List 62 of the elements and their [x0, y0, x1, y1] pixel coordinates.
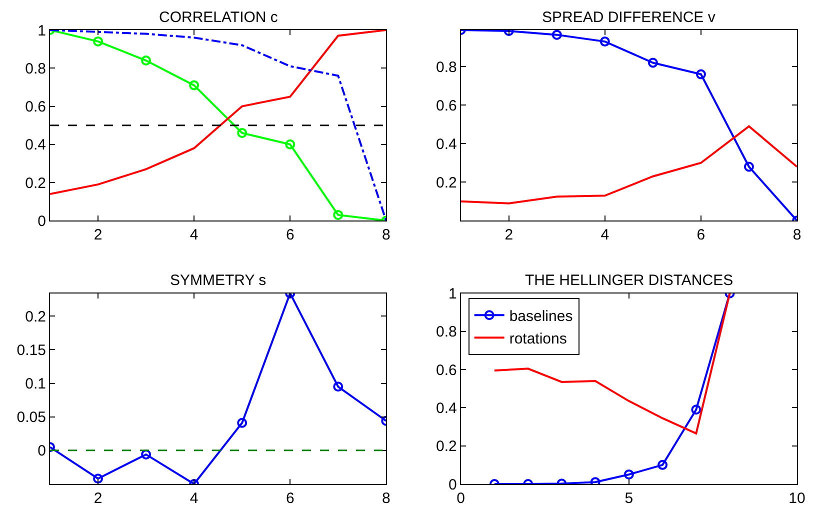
y-tick-label: 0.4: [436, 136, 457, 153]
y-tick-label: 0.1: [25, 376, 46, 393]
point: [333, 210, 344, 220]
x-tick-label: 4: [190, 490, 198, 507]
y-tick-label: 0.2: [25, 174, 46, 192]
y-tick-label: 0.8: [436, 324, 457, 341]
point: [552, 30, 562, 40]
point: [624, 469, 634, 480]
x-tick-label: 6: [286, 490, 294, 507]
point: [696, 69, 706, 80]
y-tick-label: 0.2: [436, 438, 457, 456]
point: [600, 36, 610, 47]
point: [744, 162, 754, 172]
point: [93, 36, 104, 46]
x-tick-label: 2: [504, 226, 514, 244]
x-tick-label: 6: [286, 226, 294, 244]
y-tick-label: 0: [448, 476, 457, 494]
point: [93, 474, 104, 484]
line-series: [460, 30, 797, 221]
chart-title: THE HELLINGER DISTANCES: [525, 272, 734, 289]
x-tick-label: 4: [190, 226, 198, 244]
y-tick-label: 0.6: [436, 362, 457, 379]
point: [237, 128, 248, 138]
y-tick-label: 0.6: [25, 98, 46, 116]
x-tick-label: 2: [94, 490, 102, 507]
y-tick-label: 0.6: [436, 97, 457, 114]
x-tick-label: 6: [696, 226, 706, 244]
y-tick-label: 0.2: [436, 174, 457, 192]
y-tick-label: 0: [38, 212, 46, 230]
x-tick-label: 5: [624, 490, 634, 507]
point: [189, 80, 200, 90]
legend-label: rotations: [509, 330, 567, 348]
y-tick-label: 1: [38, 22, 46, 40]
chart-title: CORRELATION c: [159, 9, 278, 26]
x-tick-label: 4: [600, 226, 610, 244]
point: [237, 418, 248, 428]
y-tick-label: 0.05: [16, 409, 46, 426]
x-tick-label: 2: [94, 226, 102, 244]
x-tick-label: 8: [792, 226, 802, 244]
y-tick-label: 0.4: [25, 136, 46, 154]
chart-title: SYMMETRY s: [170, 272, 266, 289]
y-tick-label: 0.8: [436, 58, 457, 76]
y-tick-label: 0.15: [16, 342, 46, 359]
y-tick-label: 0.2: [25, 308, 46, 326]
point: [141, 449, 152, 460]
point: [691, 404, 702, 415]
legend-label: baselines: [509, 308, 573, 325]
chart-title: SPREAD DIFFERENCE v: [542, 9, 716, 26]
y-tick-label: 0: [38, 442, 46, 460]
line-series: [460, 125, 797, 204]
y-tick-label: 0.4: [436, 400, 457, 417]
x-tick-label: 8: [382, 490, 390, 507]
point: [285, 139, 296, 150]
point: [658, 460, 668, 470]
y-tick-label: 0.8: [25, 60, 46, 78]
y-tick-label: 1: [448, 286, 457, 303]
point: [333, 382, 344, 392]
x-tick-label: 10: [788, 490, 806, 507]
line-series: [50, 293, 386, 484]
point: [141, 56, 152, 66]
x-tick-label: 8: [382, 226, 390, 244]
point: [648, 58, 658, 68]
